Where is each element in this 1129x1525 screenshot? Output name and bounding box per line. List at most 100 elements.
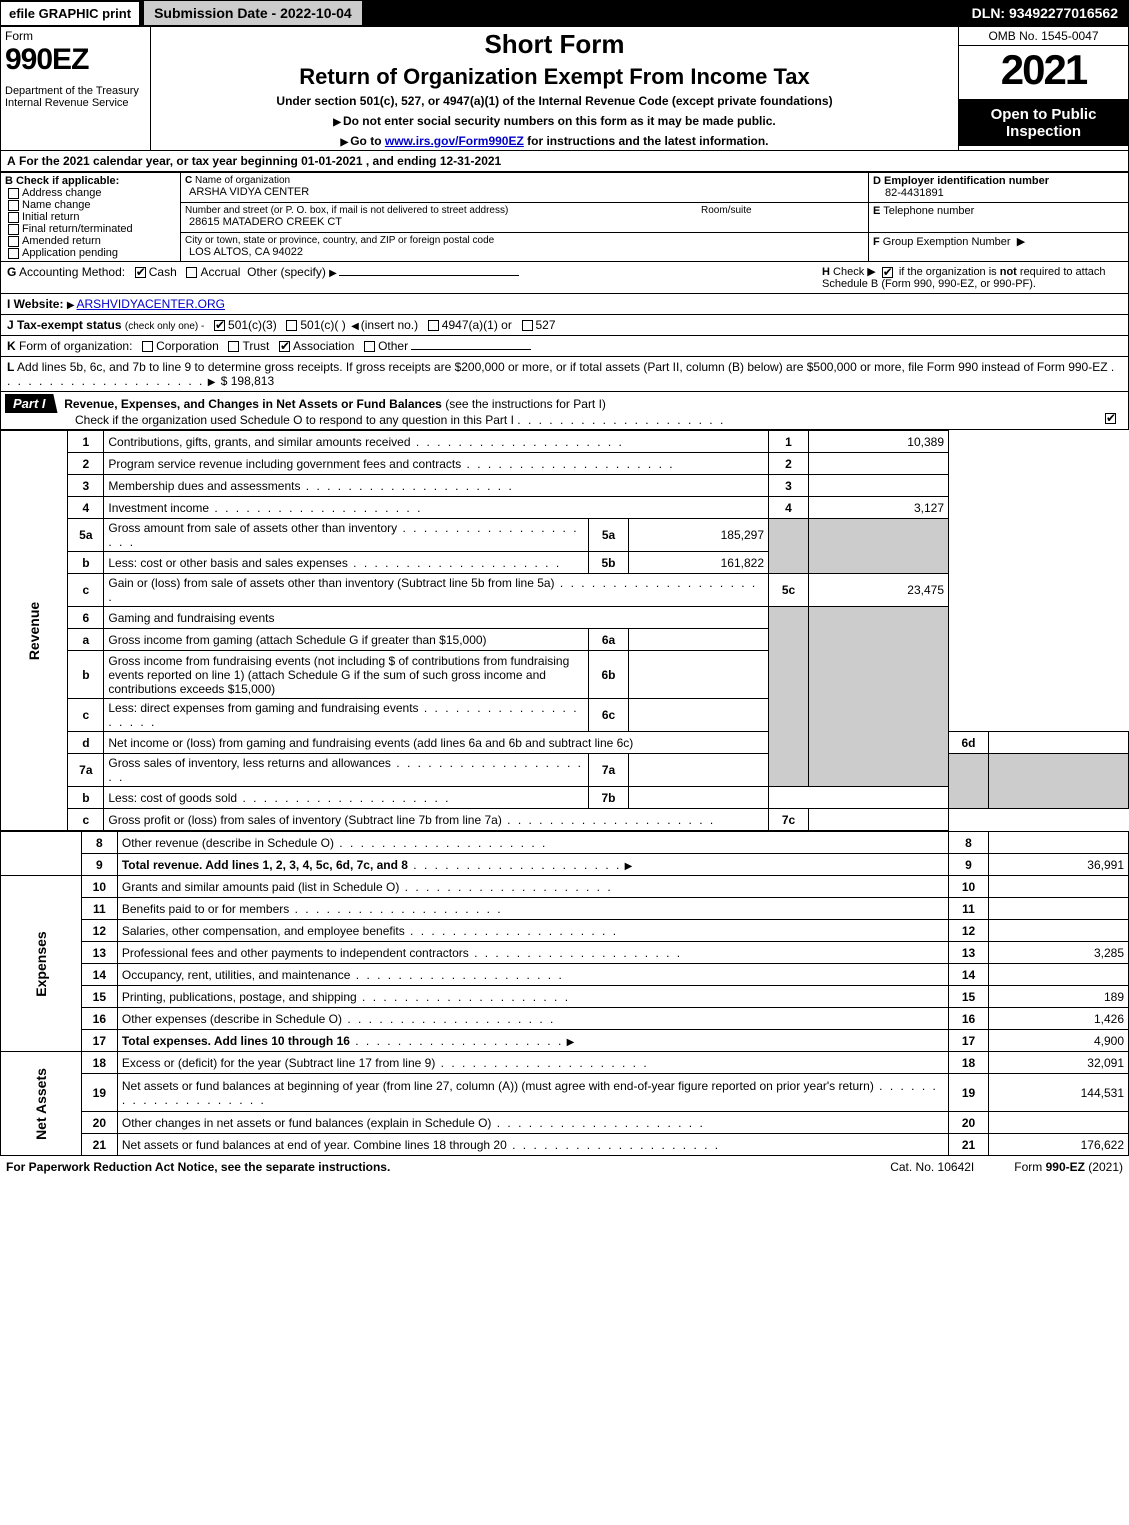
ln14-amt bbox=[989, 964, 1129, 986]
ln14-num: 14 bbox=[81, 964, 117, 986]
ln6-num: 6 bbox=[68, 607, 104, 629]
ln17-box: 17 bbox=[949, 1030, 989, 1052]
street-cell: Number and street (or P. O. box, if mail… bbox=[181, 203, 869, 232]
checkbox-assoc[interactable] bbox=[279, 341, 290, 352]
netassets-side-label: Net Assets bbox=[1, 1052, 82, 1156]
ln16-num: 16 bbox=[81, 1008, 117, 1030]
ln6a-sub: 6a bbox=[589, 629, 629, 651]
submission-date: Submission Date - 2022-10-04 bbox=[143, 0, 363, 26]
main-title: Return of Organization Exempt From Incom… bbox=[155, 64, 954, 90]
ln8-amt bbox=[989, 832, 1129, 854]
ln6d-desc: Net income or (loss) from gaming and fun… bbox=[104, 732, 769, 754]
checkbox-address-change[interactable] bbox=[8, 188, 19, 199]
line-i: I Website: ARSHVIDYACENTER.ORG bbox=[0, 294, 1129, 315]
ln4-box: 4 bbox=[769, 497, 809, 519]
checkbox-cash[interactable] bbox=[135, 267, 146, 278]
ln5b-num: b bbox=[68, 552, 104, 574]
ln6a-subval bbox=[629, 629, 769, 651]
dln-label: DLN: bbox=[972, 5, 1005, 21]
city-cell: City or town, state or province, country… bbox=[181, 232, 869, 261]
line-a-text: For the 2021 calendar year, or tax year … bbox=[19, 154, 501, 168]
ln5b-desc: Less: cost or other basis and sales expe… bbox=[104, 552, 589, 574]
ln19-num: 19 bbox=[81, 1074, 117, 1112]
ln5c-amt: 23,475 bbox=[809, 574, 949, 607]
checkbox-corp[interactable] bbox=[142, 341, 153, 352]
ln5-shade bbox=[769, 519, 809, 574]
checkbox-527[interactable] bbox=[522, 320, 533, 331]
checkbox-accrual[interactable] bbox=[186, 267, 197, 278]
ln14-box: 14 bbox=[949, 964, 989, 986]
opt-app-pending: Application pending bbox=[22, 247, 118, 259]
ln7a-desc: Gross sales of inventory, less returns a… bbox=[104, 754, 589, 787]
ln21-num: 21 bbox=[81, 1134, 117, 1156]
checkbox-4947[interactable] bbox=[428, 320, 439, 331]
ln3-desc: Membership dues and assessments bbox=[104, 475, 769, 497]
checkbox-amended[interactable] bbox=[8, 236, 19, 247]
form-word: Form bbox=[5, 29, 146, 43]
ln8-desc: Other revenue (describe in Schedule O) bbox=[117, 832, 948, 854]
ln9-box: 9 bbox=[949, 854, 989, 876]
dln: DLN: 93492277016562 bbox=[972, 5, 1128, 21]
ln2-amt bbox=[809, 453, 949, 475]
room-label: Room/suite bbox=[701, 205, 752, 216]
ln11-amt bbox=[989, 898, 1129, 920]
ln6a-desc: Gross income from gaming (attach Schedul… bbox=[104, 629, 589, 651]
ln21-box: 21 bbox=[949, 1134, 989, 1156]
checkbox-final-return[interactable] bbox=[8, 224, 19, 235]
e-label: Telephone number bbox=[883, 205, 974, 217]
checkbox-other[interactable] bbox=[364, 341, 375, 352]
ln4-num: 4 bbox=[68, 497, 104, 519]
g-cash: Cash bbox=[149, 265, 177, 279]
j-insert: (insert no.) bbox=[361, 318, 418, 332]
h-text2: if the organization is bbox=[899, 266, 1000, 278]
ln1-box: 1 bbox=[769, 431, 809, 453]
website-link[interactable]: ARSHVIDYACENTER.ORG bbox=[77, 297, 225, 311]
ln4-desc: Investment income bbox=[104, 497, 769, 519]
footer-left: For Paperwork Reduction Act Notice, see … bbox=[6, 1160, 850, 1174]
ln12-box: 12 bbox=[949, 920, 989, 942]
k-assoc: Association bbox=[293, 339, 354, 353]
ln7-shade-amt bbox=[989, 754, 1129, 809]
ln13-desc: Professional fees and other payments to … bbox=[117, 942, 948, 964]
line-j: J Tax-exempt status (check only one) - 5… bbox=[0, 315, 1129, 336]
ln6d-box: 6d bbox=[949, 732, 989, 754]
checkbox-part1-schedO[interactable] bbox=[1105, 413, 1116, 424]
checkbox-app-pending[interactable] bbox=[8, 248, 19, 259]
omb-year-cell: OMB No. 1545-0047 2021 bbox=[959, 27, 1129, 100]
instr-1: Do not enter social security numbers on … bbox=[155, 114, 954, 128]
opt-initial-return: Initial return bbox=[22, 211, 79, 223]
j-sub: (check only one) - bbox=[125, 321, 204, 332]
dept-label: Department of the Treasury Internal Reve… bbox=[5, 85, 146, 109]
open-to-public: Open to Public Inspection bbox=[959, 100, 1128, 146]
k-other: Other bbox=[378, 339, 408, 353]
f-arrow-icon: ▶ bbox=[1017, 236, 1025, 248]
footer-right: Form 990-EZ (2021) bbox=[1014, 1160, 1123, 1174]
tax-year: 2021 bbox=[959, 46, 1128, 94]
part1-header: Part I Revenue, Expenses, and Changes in… bbox=[0, 392, 1129, 430]
h-text1: Check ▶ bbox=[833, 266, 876, 278]
ln15-amt: 189 bbox=[989, 986, 1129, 1008]
checkbox-h[interactable] bbox=[882, 267, 893, 278]
ln6c-sub: 6c bbox=[589, 699, 629, 732]
b-header: Check if applicable: bbox=[16, 175, 119, 187]
checkbox-name-change[interactable] bbox=[8, 200, 19, 211]
ln17-desc: Total expenses. Add lines 10 through 16 bbox=[117, 1030, 948, 1052]
j-4947: 4947(a)(1) or bbox=[442, 318, 512, 332]
ln10-num: 10 bbox=[81, 876, 117, 898]
street-value: 28615 MATADERO CREEK CT bbox=[185, 216, 864, 228]
org-name: ARSHA VIDYA CENTER bbox=[185, 186, 864, 198]
ln5b-sub: 5b bbox=[589, 552, 629, 574]
ln15-num: 15 bbox=[81, 986, 117, 1008]
ln6-shade-amt bbox=[809, 607, 949, 787]
i-label: Website: bbox=[14, 297, 64, 311]
ln4-amt: 3,127 bbox=[809, 497, 949, 519]
checkbox-initial-return[interactable] bbox=[8, 212, 19, 223]
efile-label[interactable]: efile GRAPHIC print bbox=[1, 2, 139, 25]
ln18-amt: 32,091 bbox=[989, 1052, 1129, 1074]
ln6c-subval bbox=[629, 699, 769, 732]
checkbox-501c[interactable] bbox=[286, 320, 297, 331]
ln6d-num: d bbox=[68, 732, 104, 754]
checkbox-trust[interactable] bbox=[228, 341, 239, 352]
checkbox-501c3[interactable] bbox=[214, 320, 225, 331]
instructions-link[interactable]: www.irs.gov/Form990EZ bbox=[385, 134, 524, 148]
